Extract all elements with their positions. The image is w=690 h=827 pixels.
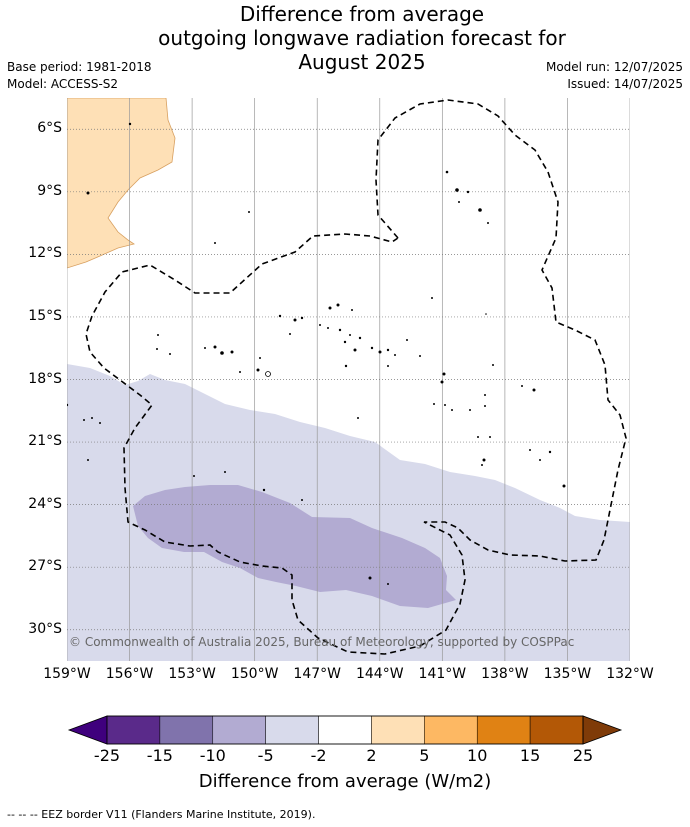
lat-label-3: 15°S [28,307,62,324]
anomaly-region-light-orange [67,98,176,269]
lon-label-9: 132°W [606,666,654,682]
colorbar-tick-8: 15 [519,746,541,765]
colorbar-frame [106,715,584,745]
islands [67,122,566,585]
colorbar-bin-5 [371,715,425,745]
colorbar-bin-6 [424,715,478,745]
title-line-2: outgoing longwave radiation forecast for [158,26,566,50]
colorbar-tick-3: -5 [257,746,274,765]
lon-label-8: 135°W [543,666,592,682]
lat-label-0: 6°S [37,120,62,137]
lat-label-1: 9°S [37,182,62,199]
colorbar-tick-7: 10 [467,746,488,765]
colorbar-tick-2: -10 [199,746,226,765]
lat-label-2: 12°S [28,245,62,262]
colorbar-bin-3 [265,715,319,745]
lon-label-0: 159°W [43,666,91,682]
map-title: Difference from average outgoing longwav… [0,2,690,74]
colorbar-tick-4: -2 [310,746,327,765]
eez-legend-footer: -- -- -- EEZ border V11 (Flanders Marine… [7,808,316,821]
issued-date: Issued: 14/07/2025 [567,77,683,91]
model-name: Model: ACCESS-S2 [7,77,119,91]
lon-label-2: 153°W [168,666,216,682]
copyright-text: © Commonwealth of Australia 2025, Bureau… [69,635,574,649]
colorbar [67,715,623,745]
colorbar-tick-5: 2 [366,746,377,765]
colorbar-under-arrow [67,715,108,745]
lon-label-6: 141°W [418,666,467,682]
anomaly-region-mid-purple [133,485,456,608]
lat-label-4: 18°S [28,370,62,387]
lat-label-7: 27°S [28,558,62,575]
lat-label-6: 24°S [28,495,62,512]
lon-label-4: 147°W [293,666,341,682]
anomaly-region-light-purple [67,364,630,661]
meta-left: Base period: 1981-2018 Model: ACCESS-S2 [7,59,152,93]
colorbar-over-arrow [582,715,623,745]
colorbar-tick-9: 25 [572,746,594,765]
map-gridlines [67,98,630,661]
colorbar-bin-0 [106,715,161,745]
title-line-3: August 2025 [298,50,426,74]
colorbar-bin-8 [529,715,584,745]
colorbar-tick-0: -25 [93,746,121,765]
lon-label-5: 144°W [355,666,404,682]
eez-border [85,99,627,655]
colorbar-tick-1: -15 [146,746,173,765]
model-run: Model run: 12/07/2025 [545,60,683,74]
title-line-1: Difference from average [239,2,485,26]
lon-label-3: 150°W [230,666,279,682]
colorbar-bin-1 [159,715,214,745]
lat-label-8: 30°S [28,620,62,637]
meta-right: Model run: 12/07/2025 Issued: 14/07/2025 [546,59,683,93]
colorbar-bin-4 [318,715,372,745]
base-period: Base period: 1981-2018 [7,60,152,74]
lon-label-1: 156°W [105,666,154,682]
colorbar-bin-7 [476,715,531,745]
lat-label-5: 21°S [28,433,62,450]
colorbar-tick-6: 5 [419,746,430,765]
lon-label-7: 138°W [481,666,529,682]
colorbar-bin-2 [212,715,266,745]
colorbar-label: Difference from average (W/m2) [198,771,492,792]
map-plot-area: © Commonwealth of Australia 2025, Bureau… [67,98,630,661]
